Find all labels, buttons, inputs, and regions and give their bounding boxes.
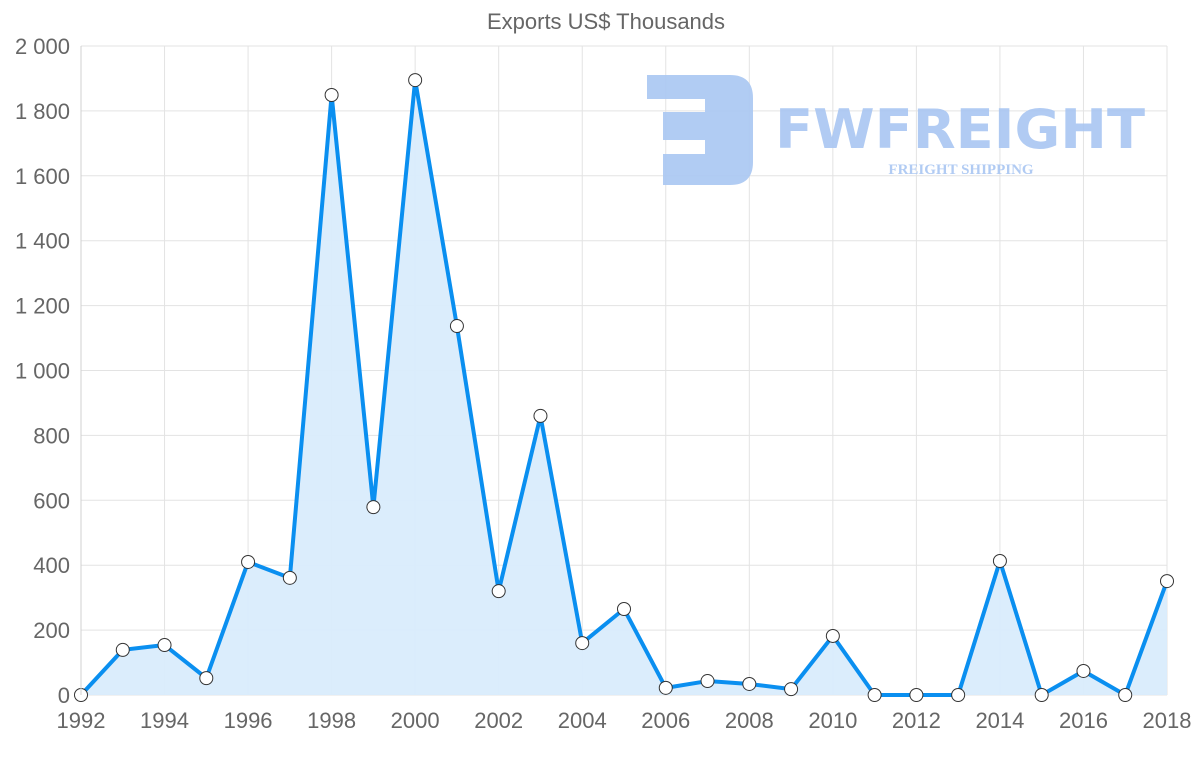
data-point xyxy=(199,671,214,686)
x-tick-label: 2004 xyxy=(558,708,607,733)
x-tick-label: 2010 xyxy=(808,708,857,733)
data-point xyxy=(700,674,715,689)
data-point xyxy=(408,73,423,88)
data-point xyxy=(1118,688,1133,702)
x-tick-label: 1992 xyxy=(57,708,106,733)
data-point xyxy=(533,408,548,423)
data-point xyxy=(449,319,464,334)
y-tick-label: 1 600 xyxy=(15,164,70,189)
y-tick-label: 600 xyxy=(33,488,70,513)
chart-title: Exports US$ Thousands xyxy=(487,9,725,34)
x-tick-label: 2000 xyxy=(391,708,440,733)
x-tick-label: 2016 xyxy=(1059,708,1108,733)
logo-mark-icon xyxy=(647,75,753,185)
x-tick-label: 1994 xyxy=(140,708,189,733)
axes: 0 200 400 600 800 1 000 1 200 1 400 1 600 1 800 2 … xyxy=(15,34,1192,733)
y-tick-label: 400 xyxy=(33,553,70,578)
data-point xyxy=(575,636,590,651)
watermark-brand: FWFREIGHT xyxy=(775,98,1145,161)
watermark-logo: FWFREIGHT FREIGHT SHIPPING xyxy=(647,75,1145,185)
data-point xyxy=(951,688,966,702)
series-area xyxy=(81,80,1167,695)
data-point xyxy=(157,638,172,653)
watermark-tagline: FREIGHT SHIPPING xyxy=(888,162,1033,178)
data-point xyxy=(867,688,882,702)
data-point xyxy=(491,584,506,599)
x-tick-label: 2006 xyxy=(641,708,690,733)
data-point xyxy=(1160,574,1174,589)
y-tick-label: 2 000 xyxy=(15,34,70,59)
data-point xyxy=(324,87,339,102)
data-point xyxy=(909,688,924,702)
data-point xyxy=(658,680,673,695)
x-tick-label: 2002 xyxy=(474,708,523,733)
y-tick-label: 1 200 xyxy=(15,294,70,319)
y-tick-label: 800 xyxy=(33,423,70,448)
data-point xyxy=(825,628,840,643)
data-point xyxy=(784,682,799,697)
x-tick-label: 2008 xyxy=(725,708,774,733)
y-tick-label: 1 400 xyxy=(15,229,70,254)
data-point xyxy=(115,642,130,657)
x-tick-label: 1996 xyxy=(224,708,273,733)
x-tick-label: 2014 xyxy=(975,708,1024,733)
data-point xyxy=(1034,688,1049,702)
data-point xyxy=(366,500,381,515)
y-tick-label: 1 000 xyxy=(15,359,70,384)
x-tick-label: 2018 xyxy=(1143,708,1192,733)
data-point xyxy=(742,676,757,691)
data-point xyxy=(617,602,631,617)
series-layer xyxy=(74,73,1174,702)
y-tick-label: 200 xyxy=(33,618,70,643)
y-tick-label: 0 xyxy=(58,683,70,708)
data-point xyxy=(241,554,256,569)
x-tick-label: 1998 xyxy=(307,708,356,733)
x-tick-label: 2012 xyxy=(892,708,941,733)
data-point xyxy=(282,570,297,585)
data-point xyxy=(992,553,1007,568)
y-tick-label: 1 800 xyxy=(15,99,70,124)
data-point xyxy=(1076,663,1091,678)
